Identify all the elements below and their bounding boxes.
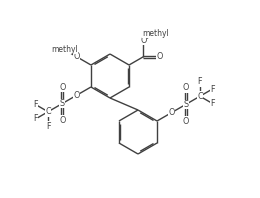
Text: F: F (46, 122, 50, 130)
Text: F: F (210, 85, 214, 94)
Text: F: F (34, 100, 38, 109)
Text: O: O (59, 83, 66, 91)
Text: methyl: methyl (142, 29, 169, 38)
Text: O: O (59, 115, 66, 125)
Text: S: S (183, 100, 188, 109)
Text: O: O (168, 108, 174, 117)
Text: methyl: methyl (51, 45, 78, 54)
Text: O: O (183, 116, 189, 126)
Text: O: O (74, 91, 80, 100)
Text: C: C (197, 92, 203, 101)
Text: S: S (60, 99, 65, 108)
Text: F: F (34, 114, 38, 123)
Text: F: F (198, 77, 202, 87)
Text: O: O (140, 36, 147, 45)
Text: F: F (210, 99, 214, 108)
Text: O: O (74, 52, 80, 61)
Text: O: O (157, 52, 163, 61)
Text: O: O (183, 84, 189, 92)
Text: C: C (45, 107, 51, 116)
